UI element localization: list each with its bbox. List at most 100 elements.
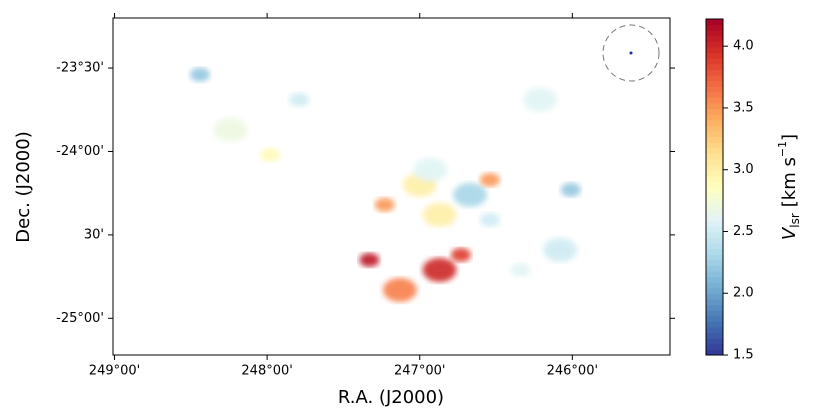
colorbar-step [706, 231, 723, 238]
colorbar-tick-label: 3.5 [733, 100, 754, 115]
colorbar-step [706, 282, 723, 289]
colorbar-step [706, 198, 723, 205]
x-tick-label: 248°00' [241, 364, 292, 379]
colorbar-step [706, 215, 723, 222]
colorbar-step [706, 164, 723, 171]
colorbar-frame [705, 18, 724, 356]
y-tick-label: -23°30' [56, 61, 104, 76]
beam [602, 24, 660, 82]
colorbar-step [706, 24, 723, 31]
colorbar-step [706, 175, 723, 182]
colorbar-step [706, 220, 723, 227]
colorbar-step [706, 310, 723, 317]
y-axis-label: Dec. (J2000) [13, 131, 34, 242]
velocity-region [422, 257, 457, 282]
colorbar-step [706, 343, 723, 350]
colorbar-tick-label: 2.0 [733, 286, 754, 301]
x-axis-label: R.A. (J2000) [338, 387, 444, 408]
colorbar-step [706, 63, 723, 70]
cb-symbol: V [779, 226, 800, 240]
x-tick-label: 249°00' [89, 364, 140, 379]
colorbar-step [706, 248, 723, 255]
velocity-region [510, 262, 531, 277]
colorbar-step [706, 187, 723, 194]
velocity-region [453, 182, 488, 207]
colorbar-step [706, 80, 723, 87]
colorbar-step [706, 237, 723, 244]
colorbar [706, 19, 723, 356]
colorbar-step [706, 108, 723, 115]
colorbar-step [706, 58, 723, 65]
colorbar-step [706, 276, 723, 283]
colorbar-step [706, 131, 723, 138]
colorbar-step [706, 119, 723, 126]
velocity-region [213, 117, 248, 142]
y-tick-label: -24°00' [56, 144, 104, 159]
velocity-region [382, 277, 417, 302]
y-tick-label: 30' [84, 227, 104, 242]
cb-exponent: −1 [776, 141, 789, 157]
velocity-region [479, 212, 500, 227]
colorbar-step [706, 52, 723, 59]
colorbar-step [706, 226, 723, 233]
colorbar-step [706, 75, 723, 82]
velocity-region [359, 252, 380, 267]
colorbar-step [706, 254, 723, 261]
velocity-region [543, 237, 578, 262]
colorbar-step [706, 47, 723, 54]
colorbar-step [706, 153, 723, 160]
colorbar-step [706, 97, 723, 104]
colorbar-step [706, 69, 723, 76]
colorbar-step [706, 35, 723, 42]
colorbar-step [706, 181, 723, 188]
colorbar-step [706, 86, 723, 93]
colorbar-step [706, 315, 723, 322]
velocity-region [374, 197, 395, 212]
colorbar-step [706, 159, 723, 166]
colorbar-step [706, 265, 723, 272]
y-tick-label: -25°00' [56, 311, 104, 326]
colorbar-step [706, 287, 723, 294]
velocity-region [523, 87, 558, 112]
colorbar-step [706, 327, 723, 334]
cb-close: ] [779, 134, 800, 141]
colorbar-step [706, 271, 723, 278]
colorbar-step [706, 332, 723, 339]
velocity-region [450, 247, 471, 262]
velocity-region [189, 67, 210, 82]
colorbar-step [706, 147, 723, 154]
x-tick-label: 246°00' [547, 364, 598, 379]
velocity-region [479, 172, 500, 187]
velocity-region [422, 202, 457, 227]
colorbar-step [706, 243, 723, 250]
colorbar-step [706, 142, 723, 149]
colorbar-step [706, 203, 723, 210]
colorbar-step [706, 293, 723, 300]
colorbar-step [706, 192, 723, 199]
velocity-region [560, 182, 581, 197]
beam-center [629, 51, 633, 55]
colorbar-label: Vlsr [km s−1] [776, 134, 802, 240]
colorbar-step [706, 91, 723, 98]
colorbar-step [706, 30, 723, 37]
colorbar-step [706, 170, 723, 177]
velocity-region [260, 147, 281, 162]
colorbar-step [706, 321, 723, 328]
colorbar-step [706, 349, 723, 356]
colorbar-step [706, 103, 723, 110]
plot-frame [112, 17, 671, 356]
velocity-region [413, 157, 448, 182]
colorbar-tick-label: 3.0 [733, 162, 754, 177]
colorbar-step [706, 136, 723, 143]
colorbar-step [706, 209, 723, 216]
x-tick-label: 247°00' [394, 364, 445, 379]
colorbar-step [706, 304, 723, 311]
colorbar-tick-label: 2.5 [733, 224, 754, 239]
colorbar-step [706, 19, 723, 26]
velocity-region [289, 92, 310, 107]
colorbar-step [706, 259, 723, 266]
colorbar-step [706, 41, 723, 48]
cb-subscript: lsr [788, 213, 802, 228]
colorbar-step [706, 299, 723, 306]
